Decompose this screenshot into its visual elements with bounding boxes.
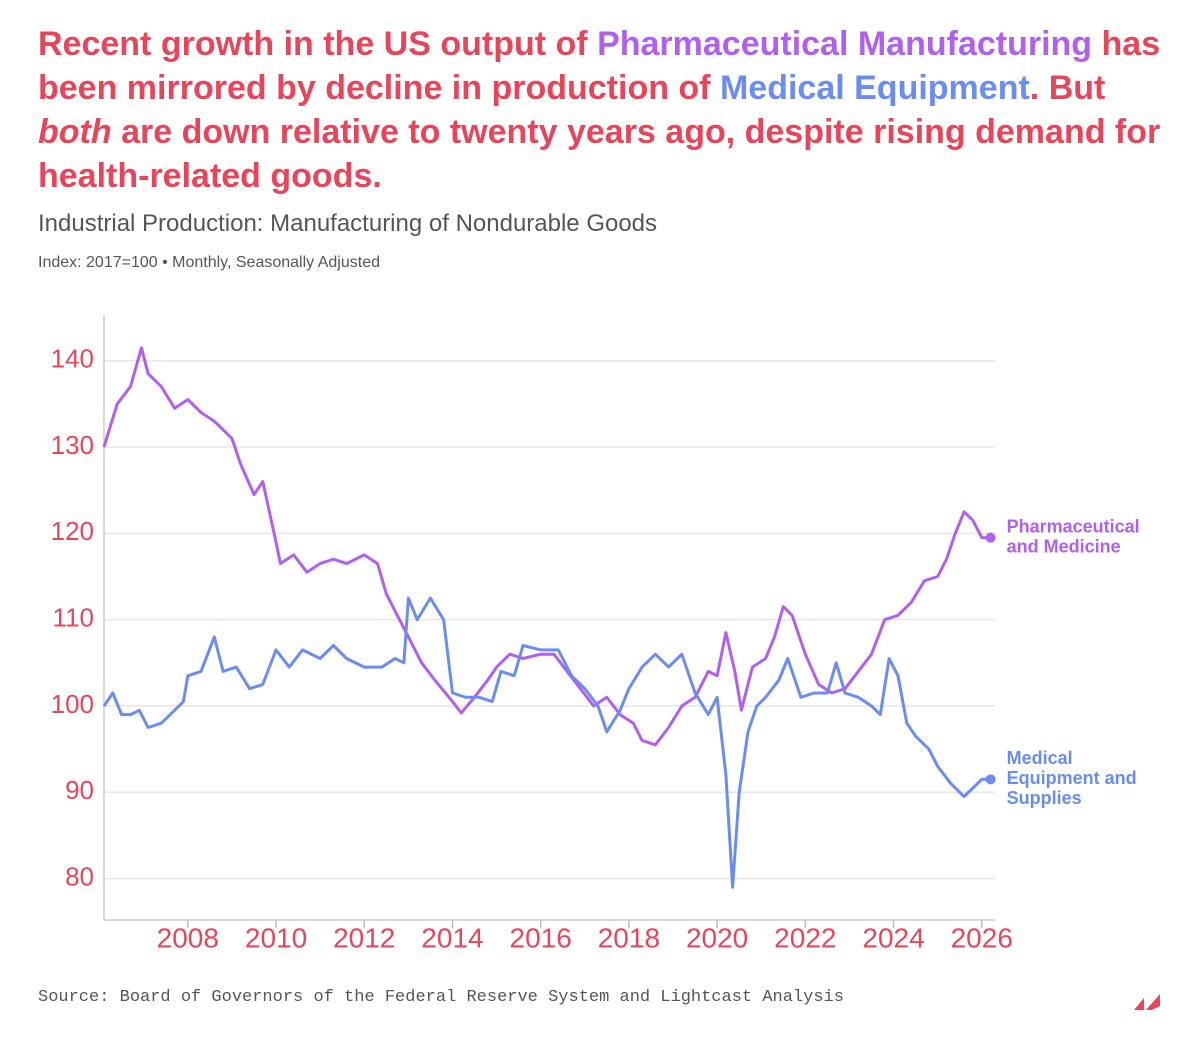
series-label: and Medicine <box>1007 536 1121 556</box>
title-part: Medical Equipment <box>719 69 1030 107</box>
logo-mark <box>1134 994 1160 1010</box>
x-tick-label: 2020 <box>686 922 748 953</box>
y-tick-label: 100 <box>51 689 94 719</box>
chart-note: Index: 2017=100 • Monthly, Seasonally Ad… <box>38 254 380 271</box>
end-point <box>985 532 996 543</box>
x-tick-label: 2022 <box>774 922 836 953</box>
title-part: has been mirrored by decline in producti… <box>38 25 1161 107</box>
x-tick-label: 2014 <box>421 922 483 953</box>
x-tick-label: 2016 <box>510 922 572 953</box>
x-tick-label: 2024 <box>862 922 924 953</box>
x-tick-label: 2012 <box>333 922 395 953</box>
series-line <box>102 596 991 889</box>
x-tick-label: 2018 <box>598 922 660 953</box>
chart-title: Recent growth in the US output of Pharma… <box>38 22 1168 198</box>
x-tick-label: 2010 <box>245 922 307 953</box>
title-part: both <box>38 113 112 151</box>
logo <box>1134 994 1160 1010</box>
series-label: Equipment and <box>1007 768 1137 788</box>
y-tick-label: 130 <box>51 430 94 460</box>
y-tick-label: 90 <box>65 775 94 805</box>
y-tick-label: 140 <box>51 344 94 374</box>
series-label: Medical <box>1007 748 1073 768</box>
chart-subtitle: Industrial Production: Manufacturing of … <box>38 210 658 237</box>
title-part: Recent growth in the US output of <box>38 25 598 63</box>
title-part: Pharmaceutical Manufacturing <box>597 25 1093 63</box>
series-label: Pharmaceutical <box>1007 516 1140 536</box>
y-tick-label: 110 <box>53 603 94 633</box>
x-tick-label: 2026 <box>951 922 1013 953</box>
y-tick-label: 120 <box>51 516 94 546</box>
y-tick-label: 80 <box>65 861 94 891</box>
end-point <box>985 774 996 785</box>
source-note: Source: Board of Governors of the Federa… <box>38 988 844 1007</box>
x-tick-label: 2008 <box>157 922 219 953</box>
chart: 80 90 100 110 120 130 140 2008 2010 2012 2014 2016 2… <box>51 315 1140 953</box>
title-part: are down relative to twenty years ago, d… <box>38 113 1161 195</box>
series-label: Supplies <box>1007 788 1082 808</box>
series-line <box>102 346 991 747</box>
title-part: . But <box>1029 69 1106 107</box>
